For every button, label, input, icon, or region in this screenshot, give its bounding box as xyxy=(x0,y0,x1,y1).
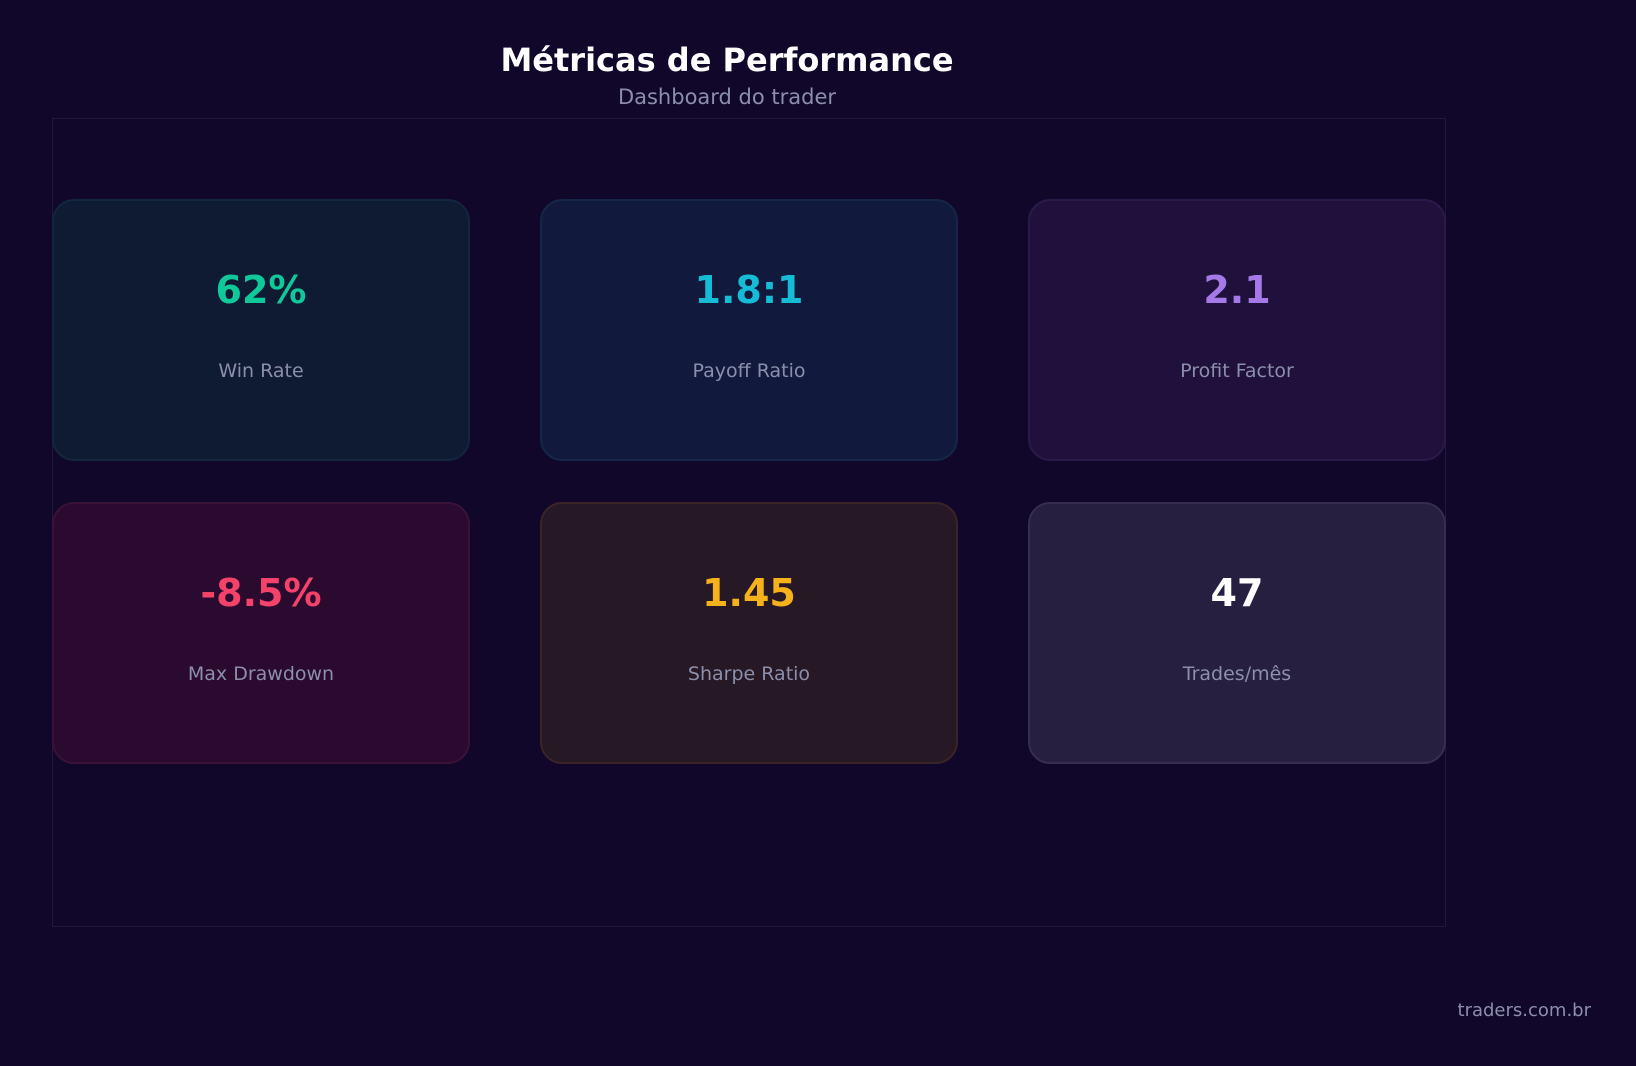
metric-value: 62% xyxy=(215,268,307,312)
metric-card-win-rate: 62% Win Rate xyxy=(52,199,470,461)
metric-value: 1.8:1 xyxy=(694,268,804,312)
metric-value: -8.5% xyxy=(200,571,322,615)
page-header: Métricas de Performance Dashboard do tra… xyxy=(0,38,1454,111)
metric-label: Profit Factor xyxy=(1180,360,1294,382)
metric-value: 2.1 xyxy=(1203,268,1271,312)
footer-credit: traders.com.br xyxy=(1457,1000,1591,1021)
metric-label: Payoff Ratio xyxy=(692,360,806,382)
metric-label: Max Drawdown xyxy=(187,663,335,685)
metric-label: Sharpe Ratio xyxy=(687,663,811,685)
metric-value: 47 xyxy=(1210,571,1264,615)
page-subtitle: Dashboard do trader xyxy=(617,85,837,109)
metric-card-max-drawdown: -8.5% Max Drawdown xyxy=(52,502,470,764)
metric-value: 1.45 xyxy=(702,571,796,615)
metric-label: Trades/mês xyxy=(1182,663,1292,685)
metric-card-profit-factor: 2.1 Profit Factor xyxy=(1028,199,1446,461)
metric-card-payoff-ratio: 1.8:1 Payoff Ratio xyxy=(540,199,958,461)
page-title: Métricas de Performance xyxy=(500,41,954,79)
metric-card-trades-per-month: 47 Trades/mês xyxy=(1028,502,1446,764)
metric-label: Win Rate xyxy=(218,360,304,382)
metric-card-sharpe-ratio: 1.45 Sharpe Ratio xyxy=(540,502,958,764)
